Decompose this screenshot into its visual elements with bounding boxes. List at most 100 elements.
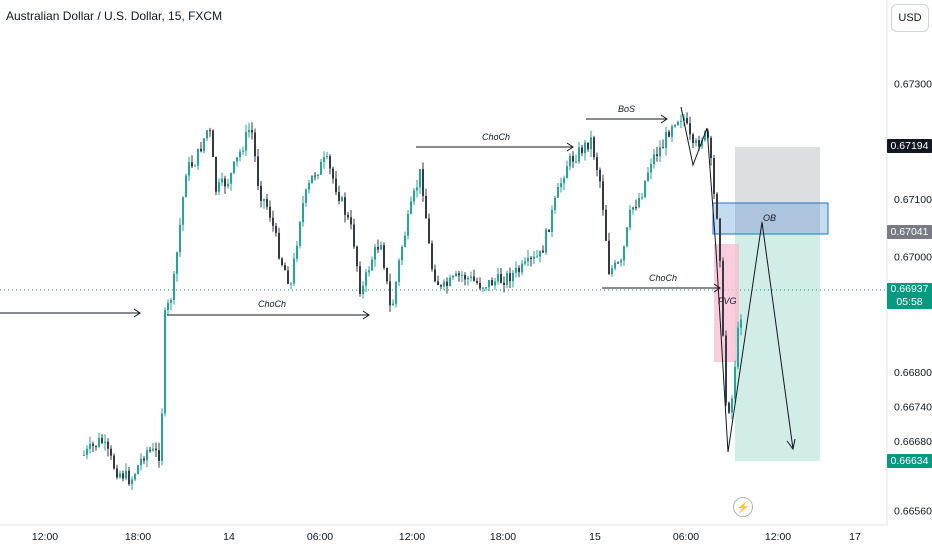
candle-body [170,299,172,303]
candle-body [92,443,94,446]
candle-body [410,201,412,214]
candle-body [557,186,559,198]
candle-body [422,169,424,196]
candle-body [509,273,511,282]
ob-label: OB [763,213,776,223]
position-target-zone[interactable] [735,232,820,461]
price-axis[interactable]: 0.67300 0.67100 0.67000 0.66800 0.66740 0.666… [894,79,932,518]
candle-body [728,402,730,413]
candle-body [176,252,178,274]
candle-body [218,182,220,192]
candle-body [209,130,211,132]
candle-body [341,197,343,201]
candle-body [101,438,103,443]
candle-body [266,199,268,207]
price-tick-label: 0.66800 [894,367,932,379]
candle-body [656,154,658,157]
candle-body [638,198,640,208]
ob-zone[interactable] [712,202,829,235]
candle-body [338,192,340,201]
zigzag-path-1[interactable] [680,106,794,453]
time-axis[interactable]: 12:00 18:00 14 06:00 12:00 18:00 15 06:00 12:00 1… [32,531,861,543]
candle-body [671,126,673,137]
candle-body [632,207,634,210]
candle-body [665,131,667,148]
candle-body [362,285,364,294]
time-tick-label: 14 [223,531,235,543]
candle-body [698,140,700,147]
candle-body [164,310,166,414]
candle-body [599,169,601,182]
lightning-bolt-icon[interactable]: ⚡ [733,497,753,517]
candle-body [284,264,286,271]
candle-body [551,209,553,232]
candle-body [602,181,604,210]
candle-body [392,303,394,306]
candle-body [641,197,643,199]
candle-body [230,173,232,184]
candle-body [323,157,325,162]
price-badge-stop: 0.67194 [887,139,932,153]
candle-body [578,147,580,162]
candle-body [467,278,469,280]
candle-body [263,199,265,201]
candle-body [719,218,721,261]
candle-body [530,257,532,259]
time-tick-label: 12:00 [399,531,425,543]
candle-body [503,282,505,286]
chart-title: Australian Dollar / U.S. Dollar, 15, FXC… [6,9,223,23]
price-tick-label: 0.66740 [894,402,932,414]
candle-body [185,175,187,198]
candle-body [668,131,670,137]
candle-body [347,214,349,218]
candle-body [314,175,316,177]
candle-body [650,164,652,173]
candle-body [563,178,565,184]
candle-body [203,138,205,152]
candle-body [542,250,544,253]
candle-body [290,283,292,285]
candle-body [584,142,586,154]
currency-button[interactable]: USD [891,4,929,32]
candle-body [473,276,475,281]
candle-body [299,222,301,246]
candle-body [278,232,280,259]
time-tick-label: 18:00 [490,531,516,543]
candle-body [317,174,319,177]
candle-body [443,281,445,287]
candle-body [485,287,487,289]
candle-body [515,267,517,273]
candle-body [119,473,121,478]
time-tick-label: 18:00 [125,531,151,543]
candle-body [704,131,706,141]
candle-body [593,137,595,158]
candle-body [737,327,739,368]
candle-body [113,455,115,469]
candle-body [152,448,154,451]
candle-body [617,262,619,264]
candle-body [194,165,196,167]
candle-body [425,195,427,219]
price-badge-current: 0.66937 05:58 [887,283,932,309]
candle-body [464,274,466,280]
candle-body [521,263,523,273]
candle-body [437,281,439,286]
candle-body [83,454,85,456]
candle-body [344,197,346,215]
candle-body [533,256,535,259]
candle-body [245,132,247,151]
candle-body [242,150,244,152]
candle-body [686,118,688,124]
candle-body [554,197,556,210]
candle-body [596,157,598,170]
position-stop-zone[interactable] [735,147,820,232]
candle-body [95,445,97,447]
candle-body [125,470,127,479]
candle-body [545,229,547,253]
candle-body [374,246,376,260]
candle-body [428,218,430,244]
candle-body [614,262,616,269]
candle-body [449,277,451,286]
candle-body [620,260,622,263]
